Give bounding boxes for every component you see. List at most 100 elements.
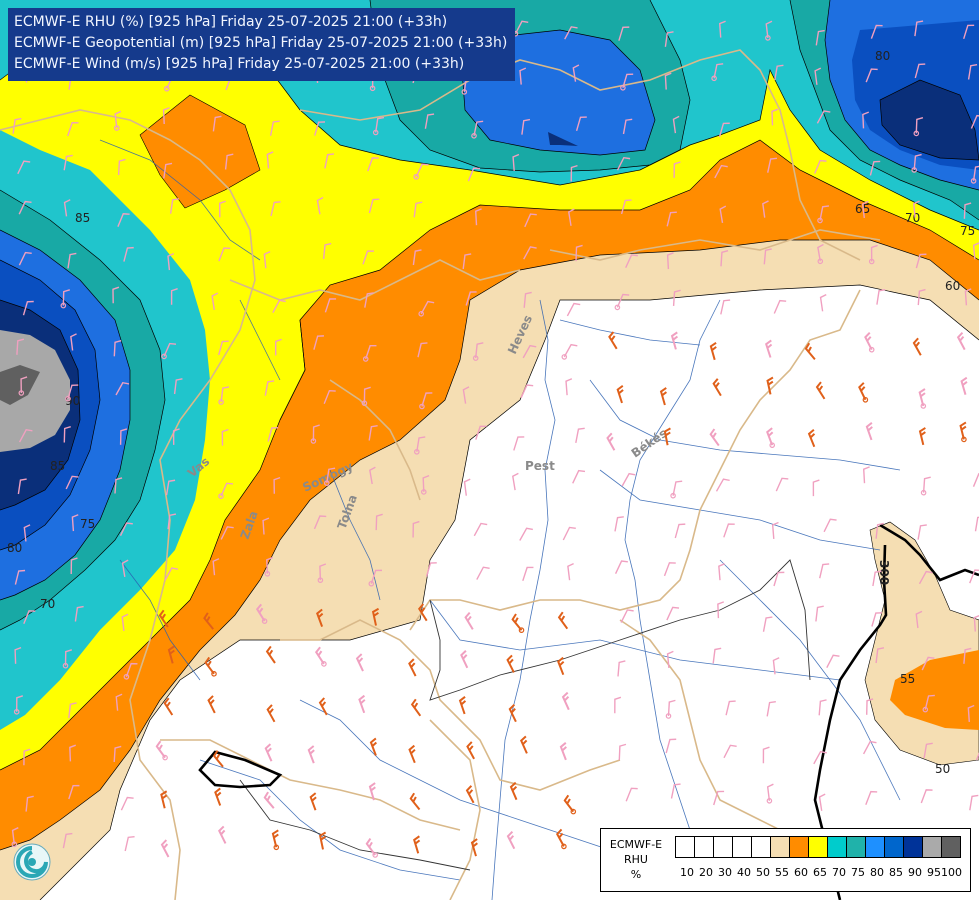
wind-barb [65,475,79,490]
wind-barb [420,474,430,495]
wind-barb [816,110,831,124]
wind-barb [255,603,268,624]
wind-barb [369,737,378,756]
wind-barb [412,249,422,266]
wind-barb [412,520,420,538]
legend-swatches [675,836,961,858]
wind-barb [912,337,922,356]
wind-barb [616,156,631,171]
rhu-area-95 [0,330,70,452]
wind-barb [967,63,978,80]
wind-barb [868,244,878,265]
wind-barb [673,161,681,178]
rhu-area-100 [0,365,40,405]
wind-barb [915,610,923,629]
wind-barb [71,514,79,532]
wind-barb [970,165,979,184]
wind-barb [869,160,881,176]
wind-barb [219,200,226,218]
wind-barb [11,827,19,848]
wind-barb [621,472,636,487]
wind-barb [124,836,135,852]
legend-tick-label: 10 [680,866,694,879]
wind-barb [18,200,32,215]
wind-barb [917,288,926,306]
wind-barb [355,653,364,672]
contour-label-85b: 85 [50,459,65,473]
legend-tick-label: 50 [756,866,770,879]
wind-barb [509,781,518,801]
legend-swatch [752,836,771,858]
wind-barb [160,839,170,858]
wind-barb [119,522,133,537]
wind-barb [361,386,371,407]
administrative-borders [0,49,881,900]
wind-barb [14,569,26,585]
legend-ticks: 10 20 30 40 50 55 60 65 70 75 80 85 90 95 100 [675,866,962,879]
wind-barb [362,345,377,362]
legend-swatch [866,836,885,858]
wind-barb [614,560,628,574]
wind-barb [567,208,575,226]
legend-tick-label: 65 [813,866,827,879]
wind-barb [915,253,927,269]
wind-barb [625,254,638,268]
wind-barb [670,480,683,499]
wind-barb [307,745,315,764]
wind-barb [967,704,975,722]
rhu-area-90-northeast [880,80,979,160]
wind-barb [819,563,830,579]
wind-barb [714,164,728,179]
wind-barb [719,20,726,38]
wind-barb [419,392,433,410]
wind-barb [458,696,467,715]
wind-barb [913,116,924,137]
wind-barb [409,792,421,811]
wind-barb [508,703,517,723]
wind-barb [672,115,680,134]
wind-barb [720,250,729,267]
wind-barb [266,704,276,723]
wind-barb [367,157,379,172]
wind-barb [68,702,77,719]
legend-tick-label: 85 [889,866,903,879]
wind-barb [572,64,580,82]
wind-barb [817,243,824,265]
wind-barb [521,118,531,135]
wind-barb [875,522,884,539]
wind-barb [460,650,469,669]
legend-swatch [695,836,714,858]
wind-barb [564,26,578,40]
legend-tick-label: 60 [794,866,808,879]
wind-barb [913,200,920,218]
wind-barb [163,162,173,179]
wind-barb [369,466,376,485]
wind-barb [973,614,979,632]
wind-barb [267,426,279,442]
wind-barb [273,476,281,494]
wind-barb [512,153,520,171]
wind-barb [408,658,417,677]
wind-barb [123,662,138,680]
wind-barb [974,515,979,532]
contour-label-55: 55 [900,672,915,686]
wind-barb [970,114,979,129]
wind-barb [264,380,275,396]
wind-barb [474,208,482,226]
legend-tick-label: 70 [832,866,846,879]
wind-barb [167,252,175,271]
wind-barb [921,656,935,671]
wind-barb [114,110,122,131]
wind-barb [212,750,224,768]
wind-barb [618,26,630,41]
wind-barb [865,422,873,441]
wind-barb [70,557,78,575]
wind-barb [765,20,773,41]
wind-barb [313,515,327,530]
wind-barb [818,699,827,716]
legend-tick-label: 95 [927,866,941,879]
rhu-legend: ECMWF-E RHU % 10 20 30 40 50 55 60 65 70 75 80 85 90… [600,828,971,892]
contour-label-70: 70 [40,597,55,611]
header-line-rhu: ECMWF-E RHU (%) [925 hPa] Friday 25-07-2… [14,14,448,30]
wind-barb [622,118,633,135]
